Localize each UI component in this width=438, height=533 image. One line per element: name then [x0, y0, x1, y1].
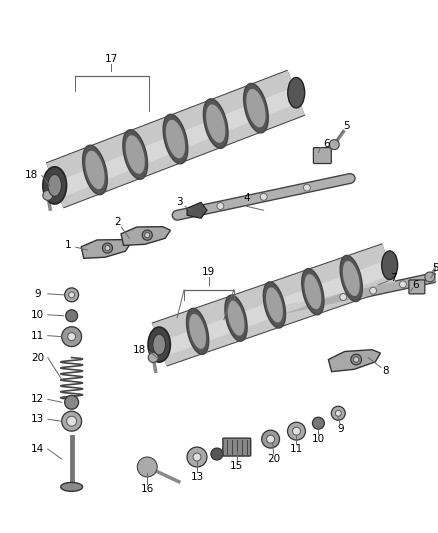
Circle shape: [267, 435, 275, 443]
Circle shape: [43, 190, 53, 200]
Circle shape: [193, 453, 201, 461]
Text: 13: 13: [31, 414, 44, 424]
Polygon shape: [187, 203, 207, 218]
Ellipse shape: [288, 77, 305, 108]
Polygon shape: [328, 350, 381, 372]
Text: 17: 17: [105, 54, 118, 64]
Circle shape: [102, 243, 113, 253]
Circle shape: [260, 193, 267, 200]
Circle shape: [148, 352, 158, 362]
Polygon shape: [81, 240, 131, 259]
Text: 7: 7: [390, 273, 396, 283]
Circle shape: [287, 422, 305, 440]
Circle shape: [217, 203, 224, 209]
Circle shape: [62, 411, 81, 431]
Circle shape: [312, 417, 325, 429]
Circle shape: [145, 232, 150, 238]
Circle shape: [331, 406, 345, 420]
Text: 2: 2: [114, 217, 121, 227]
Text: 1: 1: [64, 240, 71, 250]
Circle shape: [261, 430, 279, 448]
Polygon shape: [121, 227, 170, 245]
Polygon shape: [123, 130, 148, 179]
Ellipse shape: [48, 174, 61, 196]
Circle shape: [340, 294, 347, 301]
Circle shape: [69, 292, 74, 298]
Polygon shape: [228, 301, 244, 336]
Circle shape: [66, 310, 78, 322]
Text: 6: 6: [413, 280, 419, 290]
Circle shape: [62, 327, 81, 346]
Text: 9: 9: [337, 424, 343, 434]
Circle shape: [370, 287, 377, 294]
Text: 15: 15: [230, 461, 244, 471]
Polygon shape: [244, 83, 268, 133]
Polygon shape: [85, 151, 105, 189]
Polygon shape: [225, 295, 247, 341]
Text: 11: 11: [290, 444, 303, 454]
Polygon shape: [343, 261, 360, 296]
Text: 18: 18: [25, 171, 39, 181]
Circle shape: [353, 357, 359, 362]
Circle shape: [425, 272, 435, 282]
Circle shape: [142, 230, 152, 240]
Text: 3: 3: [176, 197, 182, 207]
Text: 19: 19: [202, 267, 215, 277]
Text: 11: 11: [31, 330, 44, 341]
Ellipse shape: [153, 334, 166, 355]
Polygon shape: [340, 255, 362, 302]
Circle shape: [211, 448, 223, 460]
Polygon shape: [83, 145, 107, 195]
Circle shape: [304, 184, 311, 191]
Circle shape: [105, 246, 110, 251]
Circle shape: [351, 354, 361, 365]
Ellipse shape: [43, 167, 67, 204]
Text: 16: 16: [141, 484, 154, 494]
Ellipse shape: [61, 482, 83, 491]
Text: 20: 20: [31, 352, 44, 362]
Text: 13: 13: [191, 472, 204, 482]
Polygon shape: [189, 314, 206, 349]
Polygon shape: [302, 269, 324, 315]
Text: 6: 6: [323, 139, 330, 149]
Polygon shape: [266, 287, 283, 322]
Circle shape: [67, 416, 77, 426]
Text: 4: 4: [244, 193, 250, 204]
Text: 5: 5: [432, 263, 438, 273]
Text: 18: 18: [133, 344, 146, 354]
FancyBboxPatch shape: [223, 438, 251, 456]
Text: 8: 8: [383, 367, 389, 376]
FancyBboxPatch shape: [314, 148, 331, 164]
Polygon shape: [206, 104, 225, 143]
Polygon shape: [304, 274, 321, 309]
Circle shape: [329, 140, 339, 150]
Circle shape: [310, 300, 317, 307]
Polygon shape: [263, 282, 286, 328]
Text: 12: 12: [31, 394, 44, 405]
Polygon shape: [187, 308, 209, 354]
Circle shape: [137, 457, 157, 477]
Polygon shape: [163, 114, 188, 164]
Circle shape: [65, 395, 78, 409]
Circle shape: [187, 447, 207, 467]
Circle shape: [65, 288, 78, 302]
Text: 9: 9: [35, 289, 41, 299]
Polygon shape: [247, 89, 265, 127]
Text: 10: 10: [31, 310, 44, 320]
Polygon shape: [203, 99, 228, 148]
Circle shape: [399, 281, 406, 288]
Circle shape: [336, 410, 341, 416]
Polygon shape: [126, 135, 145, 174]
Text: 14: 14: [31, 444, 44, 454]
Ellipse shape: [381, 251, 398, 280]
Polygon shape: [166, 120, 185, 158]
Ellipse shape: [148, 327, 170, 362]
Circle shape: [67, 333, 76, 341]
Text: 20: 20: [267, 454, 280, 464]
Text: 10: 10: [312, 434, 325, 444]
Circle shape: [293, 427, 300, 435]
Text: 5: 5: [343, 120, 350, 131]
FancyBboxPatch shape: [409, 280, 425, 294]
